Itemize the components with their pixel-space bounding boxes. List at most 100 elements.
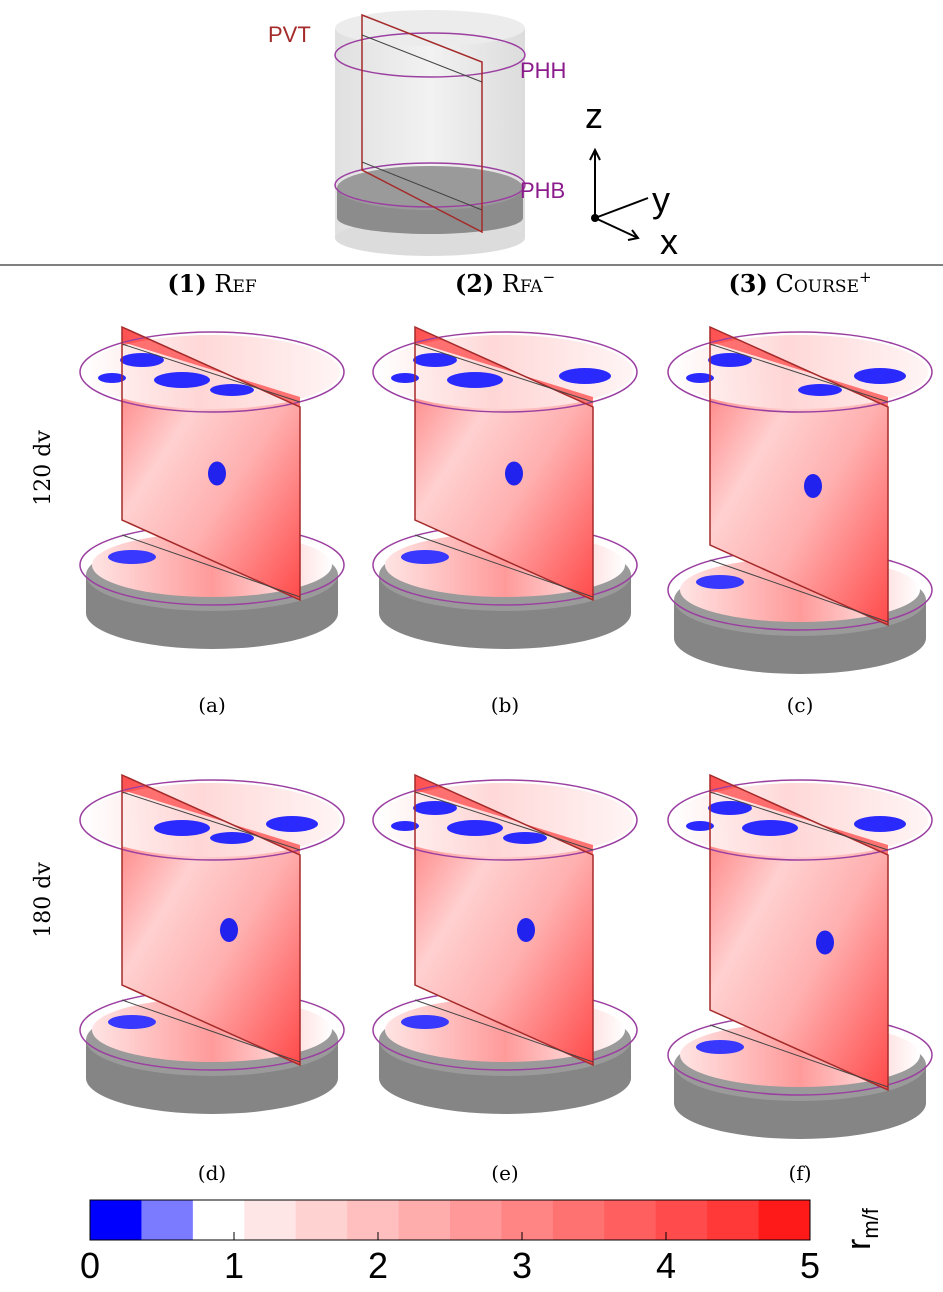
top-blob (559, 368, 611, 384)
intersection-line (414, 791, 594, 851)
column-space (494, 270, 502, 298)
pvt-label: PVT (268, 22, 311, 47)
colorbar-segment (347, 1200, 400, 1240)
slice-blob (517, 918, 535, 942)
intersection-line (121, 534, 301, 598)
slice-blob (505, 461, 523, 486)
panel-caption: (d) (198, 1161, 226, 1185)
intersection-line (121, 791, 301, 851)
phh-outline (372, 779, 638, 861)
top-blob (686, 821, 714, 831)
axes (589, 147, 649, 241)
pvt-outline (121, 773, 301, 1067)
phh-outline (667, 779, 933, 861)
column-header: (1) Ref (167, 269, 257, 298)
colorbar-tick-label: 2 (368, 1245, 388, 1286)
pvt-outline (414, 773, 594, 1067)
colorbar-segment (244, 1200, 297, 1240)
slice-blob (816, 930, 834, 955)
top-blob (686, 373, 714, 383)
column-sup: + (859, 268, 872, 286)
top-blob (447, 820, 503, 836)
phb-label: PHB (520, 178, 565, 203)
top-blob (391, 373, 419, 383)
origin (591, 214, 599, 222)
pvt-plane (361, 13, 483, 234)
colorbar-label-main: r (840, 1239, 878, 1250)
colorbar-segment (192, 1200, 245, 1240)
top-blob (854, 368, 906, 384)
colorbar-segment (501, 1200, 554, 1240)
panel (667, 773, 933, 1139)
panel-caption: (f) (788, 1161, 811, 1185)
bottom-blob (696, 1040, 744, 1054)
top-blob (447, 372, 503, 388)
phb-plane (334, 162, 526, 208)
top-blob (413, 353, 457, 367)
bottom-blob (401, 550, 449, 564)
top-blob (154, 372, 210, 388)
intersection-line (709, 343, 889, 403)
colorbar-tick-label: 4 (656, 1245, 676, 1286)
colorbar-label: rm/f (840, 1207, 883, 1250)
y-label: y (652, 179, 670, 220)
schematic: PVT PHH PHB z y x (268, 10, 678, 262)
top-blob (503, 832, 547, 844)
intersection-line (414, 534, 594, 598)
top-blob (708, 801, 752, 815)
slice-blob (220, 918, 238, 942)
row-label: 120 dv (31, 430, 56, 506)
column-name: Ref (214, 270, 256, 298)
colorbar-segment (141, 1200, 194, 1240)
intersection-line (709, 559, 889, 623)
colorbar-segment (758, 1200, 811, 1240)
pvt-outline (709, 325, 889, 627)
top-blob (120, 353, 164, 367)
colorbar-segment (655, 1200, 708, 1240)
colorbar-segment (552, 1200, 605, 1240)
phh-label: PHH (520, 58, 566, 83)
column-header: (3) Course+ (728, 268, 871, 298)
bottom-blob (696, 575, 744, 589)
phh-plane (334, 32, 526, 78)
top-blob (266, 816, 318, 832)
panel-caption: (e) (491, 1161, 518, 1185)
intersection-line (709, 791, 889, 851)
column-header: (2) Rfa− (455, 268, 555, 298)
colorbar-tick-label: 1 (224, 1245, 244, 1286)
colorbar-frame (89, 1199, 811, 1241)
top-blob (798, 384, 842, 396)
top-blob (413, 801, 457, 815)
colorbar-segment (90, 1200, 142, 1240)
panel (79, 773, 345, 1114)
plane-line (361, 161, 483, 211)
colorbar-segment (604, 1200, 657, 1240)
top-blob (391, 821, 419, 831)
colorbar-tick-label: 5 (800, 1245, 820, 1286)
bottom-blob (108, 550, 156, 564)
colorbar-segment (398, 1200, 451, 1240)
colorbar-label-sub: m/f (858, 1207, 883, 1238)
slice-blob (804, 474, 822, 498)
intersection-line (414, 999, 594, 1063)
intersection-line (121, 343, 301, 403)
colorbar-segment (707, 1200, 760, 1240)
column-name: Rfa (502, 270, 543, 298)
column-space (207, 270, 215, 298)
phh-outline (667, 331, 933, 413)
intersection-line (121, 999, 301, 1063)
column-sup: − (543, 268, 556, 286)
bottom-blob (108, 1015, 156, 1029)
column-name: Course (776, 270, 859, 298)
top-blob (210, 384, 254, 396)
top-blob (742, 820, 798, 836)
panel (667, 325, 933, 674)
column-number: (3) (728, 269, 767, 298)
base-bottom (337, 202, 523, 234)
top-blob (854, 816, 906, 832)
colorbar-tick-label: 3 (512, 1245, 532, 1286)
top-blob (98, 373, 126, 383)
slice-blob (208, 461, 226, 486)
pvt-outline (121, 325, 301, 602)
